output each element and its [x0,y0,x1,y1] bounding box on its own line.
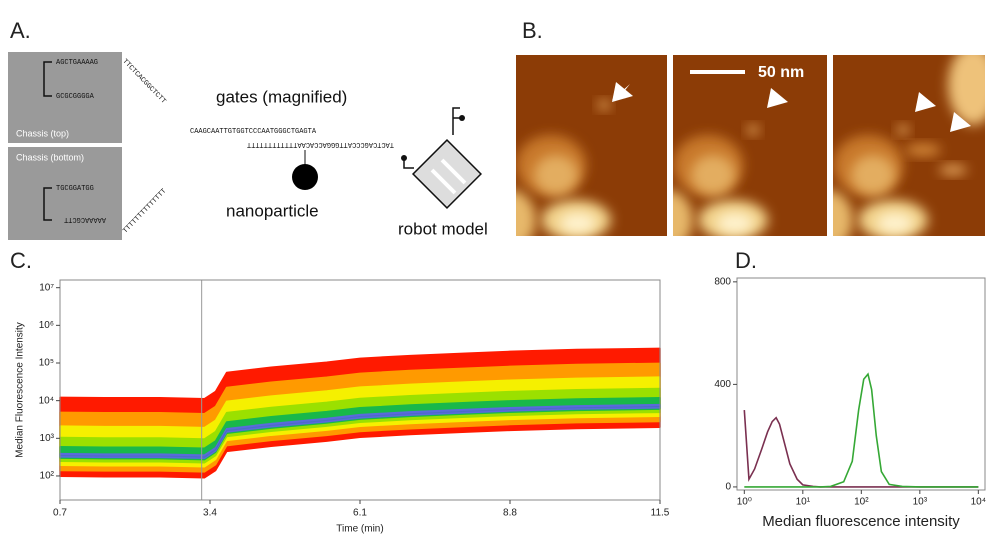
sequence: TACTCAGCCCATTGGGACCACAATTTTTTTTTTTT [247,140,394,148]
arrowhead [767,88,788,108]
y-tick-label: 10⁵ [39,358,54,369]
sequence: AGCTGAAAAG [56,59,98,67]
sequence: TTTTTTTTTTTTTT [122,188,169,236]
y-tick-label: 0 [725,482,731,493]
arrowhead [950,112,971,132]
panel-label: D. [735,248,757,273]
plot-frame [736,277,986,491]
afm-feature [948,55,985,125]
nanoparticle [292,164,318,190]
x-tick-label: 10² [854,497,869,508]
arrowhead [612,82,633,102]
panel-d: D. 0 400 800 10⁰ 10¹ 10² 10³ 10⁴ Median fluoresce… [714,248,986,530]
afm-feature [905,144,941,156]
afm-feature [534,155,578,195]
gates-label: gates (magnified) [216,87,347,106]
panel-label: A. [10,18,31,43]
median-line [59,405,661,458]
y-tick-label: 10⁴ [39,395,54,406]
panel-label: B. [522,18,543,43]
y-tick-label: 10² [40,471,55,482]
afm-feature [717,213,753,233]
afm-feature [516,190,536,236]
chassis-top-box [8,52,122,143]
afm-feature [877,213,913,233]
x-tick-label: 10³ [913,497,928,508]
x-tick-label: 0.7 [53,508,67,519]
y-axis-label: Median Fluorescence Intensity [15,322,26,458]
x-axis-label: Median fluorescence intensity [762,513,960,530]
y-tick-label: 400 [714,379,731,390]
x-tick-label: 10⁴ [971,497,986,508]
sequence: AAAAACGCTT [64,215,106,223]
afm-image [673,55,827,236]
nanoparticle-label: nanoparticle [226,201,319,220]
robot-icon [401,107,483,210]
x-tick-label: 8.8 [503,508,517,519]
panel-c: C. 10² 10³ 10⁴ 10⁵ 10⁶ 10⁷ 0.7 3.4 6.1 8.8 11.5 Time… [10,248,670,535]
x-tick-label: 3.4 [203,508,217,519]
histogram-line [744,372,979,488]
afm-feature [939,165,967,175]
afm-feature [897,125,909,135]
sequence: TGCGGATGG [56,185,94,193]
y-tick-label: 10⁶ [39,320,54,331]
chassis-title: Chassis (bottom) [16,152,84,162]
afm-feature [673,190,693,236]
y-tick-label: 10⁷ [39,282,54,293]
chassis-bottom-box [8,147,122,240]
y-tick-label: 800 [714,276,731,287]
x-axis-label: Time (min) [336,524,383,535]
panel-b: B. [516,18,985,236]
afm-image [833,55,985,236]
sequence: GCGCGGGGA [56,93,95,101]
chassis-title: Chassis (top) [16,128,69,138]
panel-b-overlay: 50 nm [612,64,971,132]
histogram-line [743,409,979,488]
afm-feature [560,213,596,233]
x-tick-label: 10⁰ [737,497,752,508]
afm-feature [598,100,610,110]
scale-bar-label: 50 nm [758,64,804,81]
afm-feature [691,155,735,195]
y-tick-label: 10³ [40,433,55,444]
sequence: TTCTCACGGCTCTT [121,58,168,106]
x-tick-label: 11.5 [651,508,670,519]
sequence: CAAGCAATTGTGGTCCCAATGGGCTGAGTA [190,128,317,136]
robot-label: robot model [398,219,488,238]
x-tick-label: 6.1 [353,508,367,519]
afm-feature [851,155,895,195]
bracket [43,61,52,97]
panel-label: C. [10,248,32,273]
panel-a: A. AGCTGAAAAG GCGCGGGGA TGCGGATGG AAAAAC… [8,18,488,240]
afm-feature [747,125,759,135]
x-tick-label: 10¹ [796,497,811,508]
afm-feature [833,190,853,236]
bracket [43,187,52,221]
arrowhead [915,92,936,112]
afm-image [516,55,667,236]
